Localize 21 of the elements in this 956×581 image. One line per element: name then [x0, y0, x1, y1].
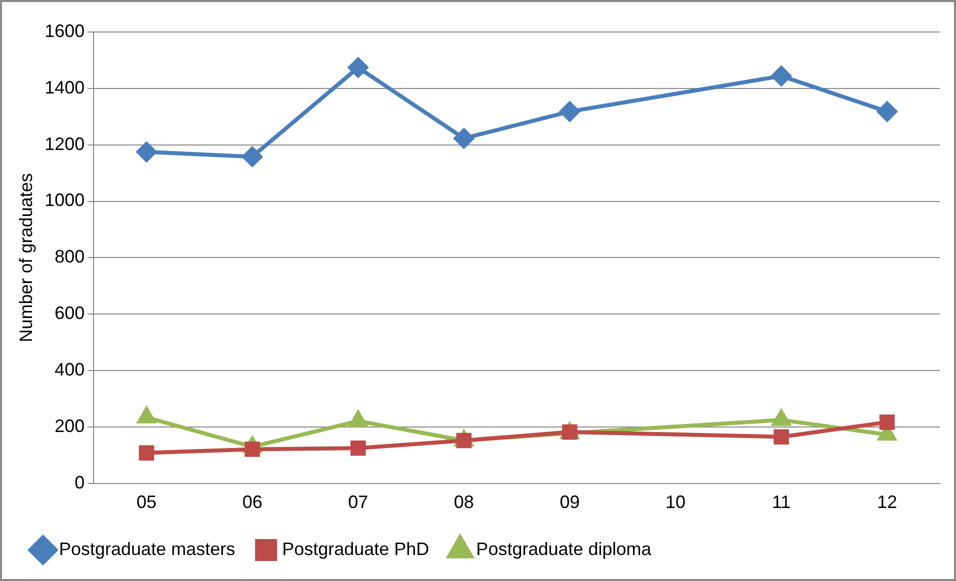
x-tick-label: 11	[772, 492, 791, 512]
y-tick-label: 1400	[44, 77, 85, 98]
x-tick-label: 10	[666, 492, 686, 512]
x-tick-label: 08	[454, 492, 474, 512]
y-axis-title: Number of graduates	[16, 173, 36, 342]
x-tick-label: 12	[877, 492, 898, 512]
y-tick-label: 0	[74, 472, 85, 492]
y-tick-label: 800	[54, 246, 85, 267]
y-tick-label: 200	[54, 416, 85, 436]
y-tick-label: 1200	[44, 134, 85, 154]
x-tick-label: 06	[242, 492, 262, 512]
x-tick-label: 05	[136, 492, 157, 512]
legend-label: Postgraduate PhD	[282, 538, 430, 559]
y-tick-label: 400	[54, 360, 85, 380]
y-tick-label: 1600	[44, 20, 85, 41]
x-tick-label: 07	[348, 492, 368, 512]
legend-label: Postgraduate diploma	[476, 538, 652, 559]
y-tick-label: 1000	[44, 190, 85, 210]
x-tick-label: 09	[560, 492, 580, 512]
legend-label: Postgraduate masters	[59, 538, 236, 559]
y-tick-label: 600	[54, 303, 85, 324]
